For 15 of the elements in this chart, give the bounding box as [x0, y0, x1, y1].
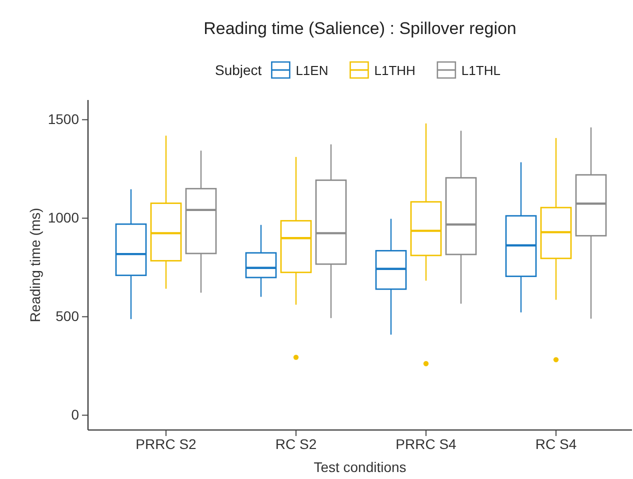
y-tick-label: 500	[56, 308, 80, 324]
legend-label: L1THL	[461, 63, 500, 78]
y-tick-label: 1500	[48, 111, 80, 128]
legend-label: L1THH	[374, 63, 416, 78]
x-tick-label: PRRC S4	[396, 436, 457, 452]
x-tick-label: PRRC S2	[136, 436, 197, 452]
y-axis-title: Reading time (ms)	[27, 208, 43, 322]
x-tick-label: RC S2	[275, 436, 317, 452]
x-axis-title: Test conditions	[314, 459, 406, 475]
chart-title: Reading time (Salience) : Spillover region	[204, 19, 516, 38]
y-tick-label: 0	[71, 406, 80, 423]
legend-title: Subject	[215, 62, 262, 78]
legend-label: L1EN	[296, 63, 328, 78]
y-tick-label: 1000	[48, 210, 80, 226]
x-tick-label: RC S4	[535, 436, 577, 452]
